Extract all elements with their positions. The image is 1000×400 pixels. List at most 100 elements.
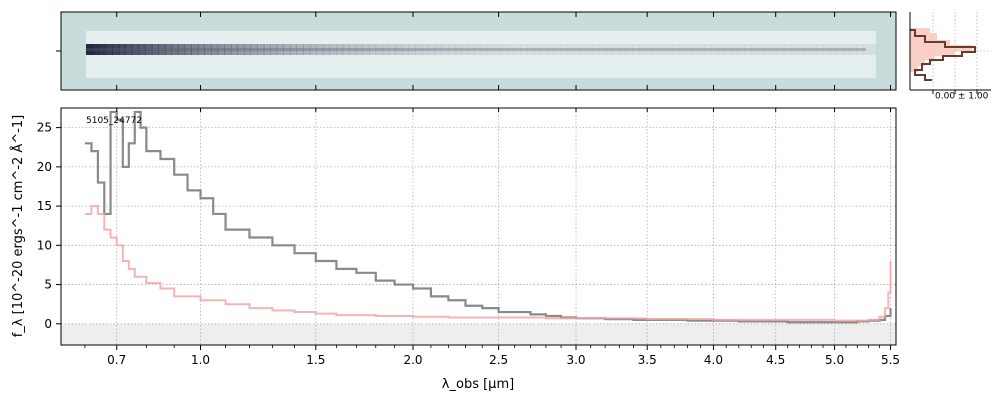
trace-column	[731, 44, 739, 55]
spectrum-1d-panel: 0.7 1.0 1.5 2.0 2.5 3.0 3.5 4.0 4.5 5.0 5.5 0 5 10 15…	[10, 107, 900, 392]
trace-column	[329, 44, 337, 55]
x-axis-ticks: 0.7 1.0 1.5 2.0 2.5 3.0 3.5 4.0 4.5 5.0 5.5	[84, 108, 900, 367]
trace-column	[500, 44, 508, 55]
trace-column	[375, 44, 383, 55]
trace-column	[856, 44, 864, 55]
trace-column	[342, 44, 350, 55]
trace-column	[454, 44, 462, 55]
y-tick-label: 25	[37, 121, 52, 135]
trace-column	[816, 44, 824, 55]
trace-column	[652, 44, 660, 55]
trace-column	[566, 44, 574, 55]
trace-column	[290, 44, 298, 55]
spectrum-line	[84, 110, 892, 324]
trace-column	[757, 44, 765, 55]
trace-column	[737, 44, 745, 55]
trace-column	[99, 44, 107, 55]
spectrum-2d-trace	[86, 31, 877, 78]
spectrum-2d-panel	[56, 11, 897, 91]
trace-column	[158, 44, 166, 55]
trace-column	[507, 44, 515, 55]
trace-column	[191, 44, 199, 55]
trace-column	[244, 44, 252, 55]
object-label: 5105_24772	[86, 116, 142, 126]
y-tick-label: 5	[44, 278, 52, 292]
y-axis-ticks: 0 5 10 15 20 25	[37, 121, 61, 331]
trace-column	[724, 44, 732, 55]
trace-column	[764, 44, 772, 55]
trace-column	[382, 44, 390, 55]
trace-column	[520, 44, 528, 55]
trace-column	[474, 44, 482, 55]
y-tick-label: 15	[37, 199, 52, 213]
trace-column	[494, 44, 502, 55]
trace-column	[197, 44, 205, 55]
trace-column	[836, 44, 844, 55]
x-tick-label: 1.5	[306, 353, 325, 367]
series-layer	[84, 110, 892, 324]
trace-column	[151, 44, 159, 55]
trace-column	[257, 44, 265, 55]
trace-column	[230, 44, 238, 55]
trace-halo	[86, 31, 876, 78]
plot-frame	[60, 107, 897, 346]
trace-column	[217, 44, 225, 55]
trace-column	[678, 44, 686, 55]
trace-column	[165, 44, 173, 55]
trace-column	[770, 44, 778, 55]
trace-column	[553, 44, 561, 55]
profile-inset-label: 0.00 ± 1.00	[935, 92, 989, 102]
x-tick-label: 5.5	[881, 353, 900, 367]
trace-column	[645, 44, 653, 55]
trace-column	[750, 44, 758, 55]
trace-column	[586, 44, 594, 55]
x-tick-label: 1.0	[191, 353, 210, 367]
trace-column	[92, 44, 100, 55]
trace-column	[823, 44, 831, 55]
trace-column	[711, 44, 719, 55]
trace-column	[599, 44, 607, 55]
model-line	[84, 205, 892, 322]
trace-core	[86, 48, 866, 51]
trace-column	[579, 44, 587, 55]
x-tick-label: 3.5	[638, 353, 657, 367]
trace-column	[777, 44, 785, 55]
trace-column	[434, 44, 442, 55]
x-tick-label: 0.7	[107, 353, 126, 367]
trace-column	[829, 44, 837, 55]
trace-column	[118, 44, 126, 55]
trace-column	[461, 44, 469, 55]
trace-column	[237, 44, 245, 55]
trace-column	[125, 44, 133, 55]
trace-column	[527, 44, 535, 55]
trace-column	[783, 44, 791, 55]
trace-column	[698, 44, 706, 55]
trace-column	[540, 44, 548, 55]
trace-column	[513, 44, 521, 55]
y-tick-label: 0	[44, 317, 52, 331]
trace-column	[178, 44, 186, 55]
profile-inset-line	[910, 29, 976, 81]
trace-column	[487, 44, 495, 55]
trace-column	[665, 44, 673, 55]
trace-column	[797, 44, 805, 55]
trace-column	[560, 44, 568, 55]
trace-column	[276, 44, 284, 55]
trace-column	[658, 44, 666, 55]
trace-column	[362, 44, 370, 55]
trace-column	[211, 44, 219, 55]
trace-column	[309, 44, 317, 55]
y-tick-label: 20	[37, 160, 52, 174]
plot-area	[61, 108, 896, 345]
trace-column	[691, 44, 699, 55]
y-axis-label: f_λ [10^-20 ergs^-1 cm^-2 Å^-1]	[10, 115, 26, 338]
trace-column	[619, 44, 627, 55]
trace-column	[204, 44, 212, 55]
trace-column	[355, 44, 363, 55]
trace-column	[283, 44, 291, 55]
trace-column	[625, 44, 633, 55]
trace-column	[441, 44, 449, 55]
trace-column	[132, 44, 140, 55]
trace-column	[546, 44, 554, 55]
